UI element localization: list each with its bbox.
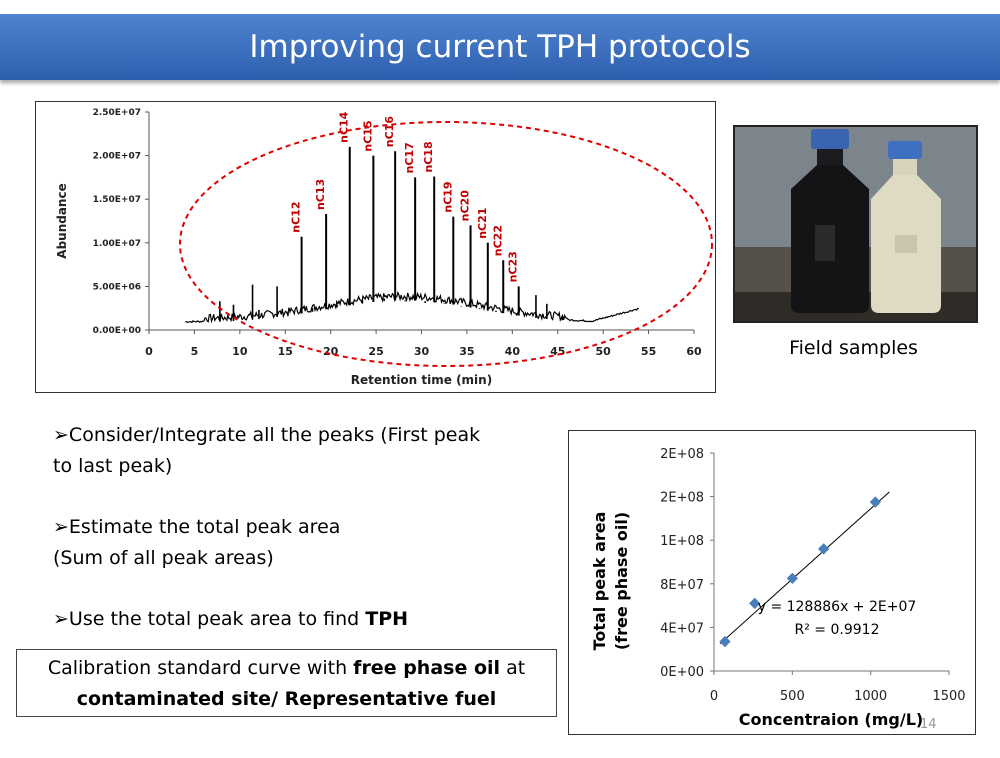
data-point [786,572,798,585]
bullet-list: ➢Consider/Integrate all the peaks (First… [53,420,503,665]
bullet-item-2: ➢Estimate the total peak area (Sum of all… [53,516,341,569]
r-squared: R² = 0.9912 [795,622,880,638]
chromatogram-chart: 0.00E+00 5.00E+06 1.00E+07 1.50E+07 2.00E+07… [35,101,716,393]
y-tick-label: 1E+08 [660,534,704,549]
y-tick-label: 1.50E+07 [93,195,141,205]
x-tick-label: 35 [459,345,474,358]
peak-label: nC20 [459,190,472,222]
peak-label: nC21 [476,208,489,239]
peak-label: nC18 [422,141,435,172]
calibration-note-box: Calibration standard curve with free pha… [16,649,557,717]
y-tick-label: 4E+07 [660,621,704,636]
x-tick-label: 30 [414,345,430,358]
peak-label: nC15 [361,120,374,151]
peak-label: nC13 [314,179,327,210]
calibration-svg: 0E+00 4E+07 8E+07 1E+08 2E+08 2E+08 0 500 1000 15… [590,447,966,729]
y-tick-label: 2E+08 [660,491,704,506]
x-tick-label: 60 [686,345,702,358]
x-tick-label: 5 [191,345,199,358]
x-axis-title: Retention time (min) [351,373,492,387]
data-point [719,635,731,648]
peak-label: nC12 [290,201,303,232]
sample-bottles-image [735,127,976,321]
calibration-chart: 0E+00 4E+07 8E+07 1E+08 2E+08 2E+08 0 500 1000 15… [568,430,976,735]
x-tick-label: 1000 [854,689,887,704]
peak-label: nC22 [491,225,504,256]
y-tick-label: 2.50E+07 [93,108,141,118]
x-tick-label: 25 [368,345,383,358]
y-axis-title-line-2: (free phase oil) [612,512,631,650]
peak-label: nC14 [338,111,351,143]
y-tick-label: 5.00E+06 [93,282,141,292]
data-point [869,496,882,508]
x-tick-label: 50 [596,345,612,358]
arrow-bullet-icon: ➢ [53,424,69,446]
x-tick-label: 500 [780,689,805,704]
trendline-equation: y = 128886x + 2E+07 [758,599,917,615]
y-tick-label: 0.00E+00 [93,326,141,336]
title-bar [0,14,1000,80]
bullet-item-3: ➢Use the total peak area to find TPH [53,608,409,630]
arrow-bullet-icon: ➢ [53,516,69,538]
y-axis-title: Abundance [55,183,69,258]
highlight-ellipse [179,121,713,367]
y-tick-label: 0E+00 [660,665,704,680]
x-tick-label: 15 [278,345,293,358]
bullet-item-1: ➢Consider/Integrate all the peaks (First… [53,424,481,477]
data-point [818,543,830,555]
peak-label: nC19 [441,181,454,212]
arrow-bullet-icon: ➢ [53,608,69,630]
y-tick-label: 2E+08 [660,447,704,462]
x-tick-label: 10 [232,345,248,358]
chromatogram-trace [185,290,639,324]
peak-label: nC17 [403,142,416,173]
page-number: 14 [920,717,937,732]
x-tick-label: 0 [145,345,153,358]
trendline [719,491,890,644]
y-tick-label: 1.00E+07 [93,239,141,249]
x-tick-label: 40 [505,345,521,358]
y-tick-label: 8E+07 [660,578,704,593]
y-axis-title-line-1: Total peak area [590,512,609,651]
x-axis-title: Concentraion (mg/L) [739,710,923,729]
photo-caption: Field samples [789,337,918,359]
peak-label: nC23 [507,251,520,282]
y-tick-label: 2.00E+07 [93,152,141,162]
x-tick-label: 0 [710,689,718,704]
x-tick-label: 1500 [932,689,965,704]
peak-label: nC16 [383,116,396,148]
field-samples-photo [733,125,978,323]
chromatogram-svg: 0.00E+00 5.00E+06 1.00E+07 1.50E+07 2.00E+07… [55,108,713,387]
page-title: Improving current TPH protocols [249,29,751,65]
x-tick-label: 55 [641,345,656,358]
